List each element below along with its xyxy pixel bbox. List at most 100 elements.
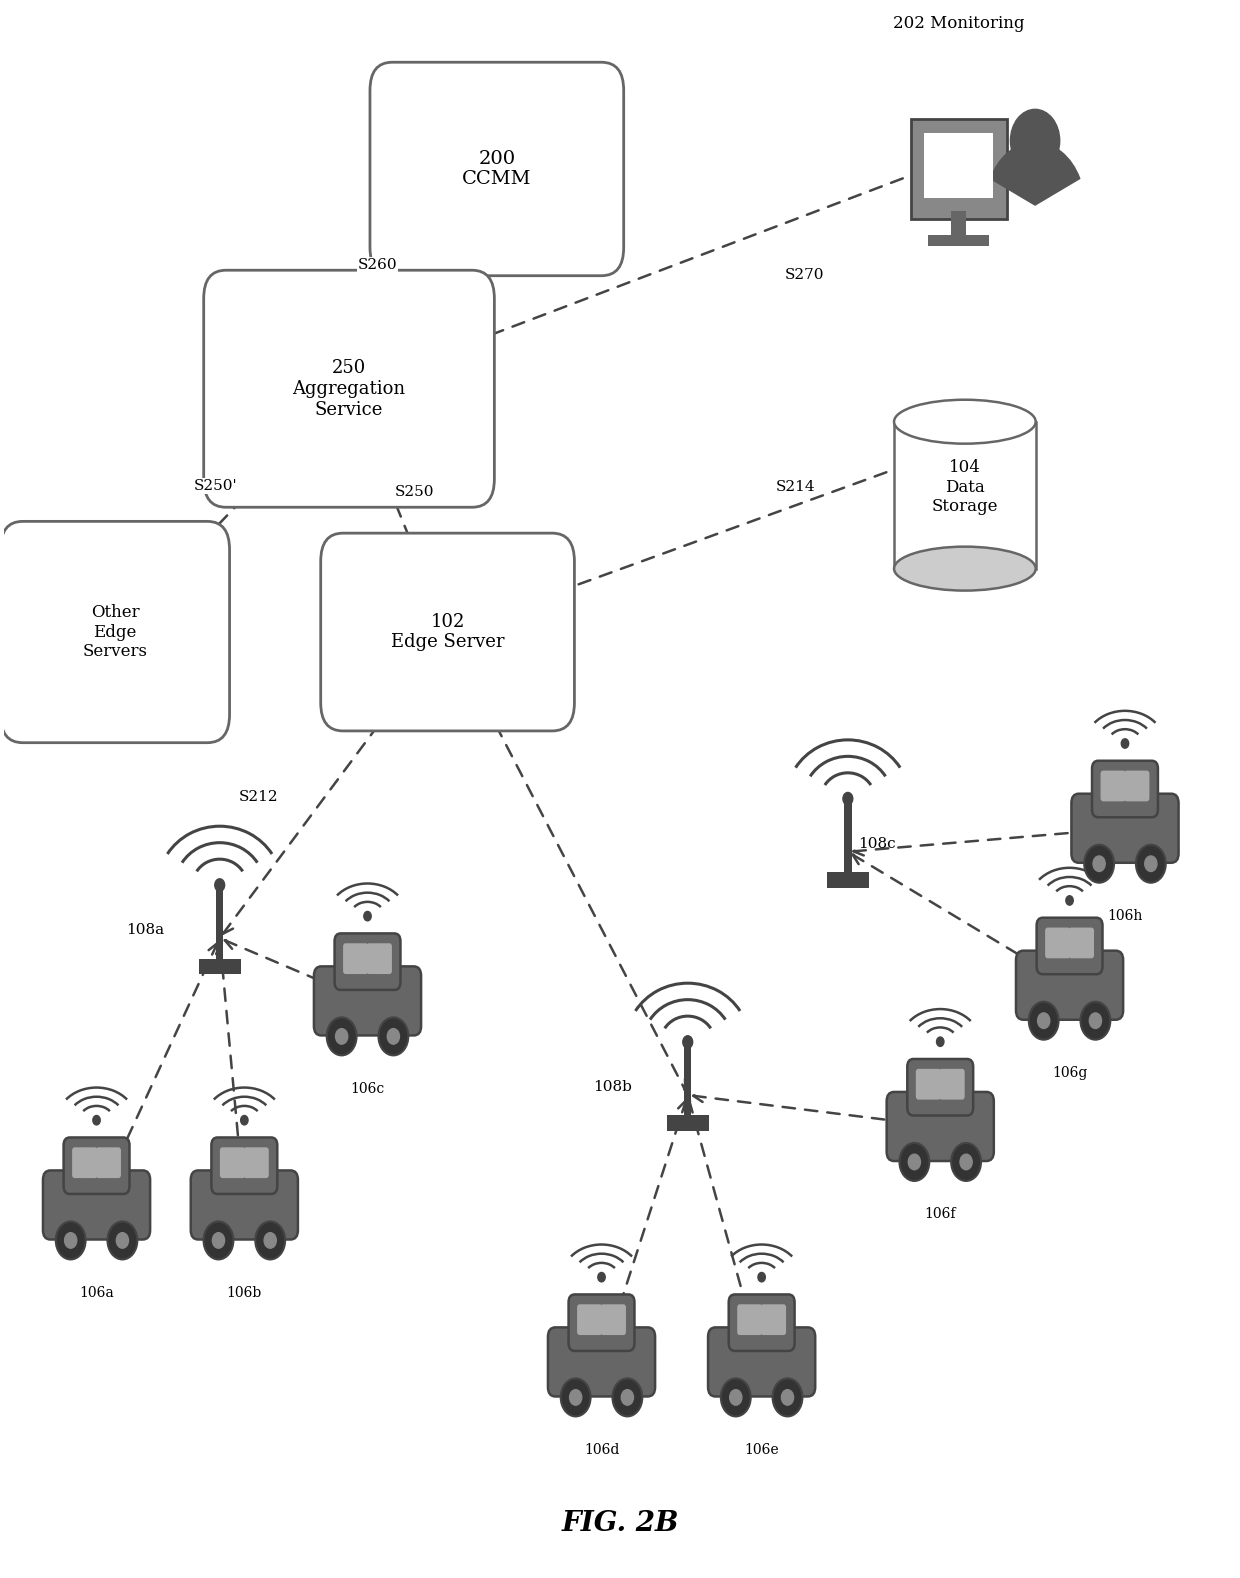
FancyBboxPatch shape: [1069, 928, 1094, 958]
FancyBboxPatch shape: [916, 1068, 941, 1100]
Circle shape: [1092, 855, 1105, 871]
FancyBboxPatch shape: [924, 133, 993, 199]
FancyBboxPatch shape: [1092, 761, 1158, 817]
Text: 108c: 108c: [858, 836, 895, 851]
Circle shape: [117, 1232, 129, 1248]
FancyBboxPatch shape: [910, 118, 1007, 219]
FancyBboxPatch shape: [43, 1171, 150, 1239]
Circle shape: [899, 1142, 929, 1180]
FancyBboxPatch shape: [314, 966, 422, 1035]
FancyBboxPatch shape: [729, 1294, 795, 1351]
Circle shape: [951, 1142, 981, 1180]
Bar: [928, 235, 990, 246]
Bar: [827, 873, 869, 888]
Text: 106c: 106c: [351, 1083, 384, 1095]
FancyBboxPatch shape: [211, 1138, 278, 1195]
Circle shape: [255, 1221, 285, 1259]
Circle shape: [683, 1035, 693, 1048]
FancyBboxPatch shape: [0, 521, 229, 743]
FancyBboxPatch shape: [761, 1305, 786, 1335]
FancyBboxPatch shape: [72, 1147, 98, 1179]
Circle shape: [241, 1116, 248, 1125]
FancyBboxPatch shape: [1037, 918, 1102, 974]
Circle shape: [56, 1221, 86, 1259]
Text: 106e: 106e: [744, 1442, 779, 1456]
Bar: [951, 211, 966, 243]
Ellipse shape: [894, 546, 1035, 590]
Circle shape: [1089, 1013, 1101, 1029]
FancyBboxPatch shape: [243, 1147, 269, 1179]
FancyBboxPatch shape: [321, 533, 574, 731]
Text: 202 Monitoring: 202 Monitoring: [893, 16, 1024, 33]
Text: 106g: 106g: [1052, 1067, 1087, 1081]
Circle shape: [560, 1379, 590, 1417]
Circle shape: [93, 1116, 100, 1125]
FancyBboxPatch shape: [600, 1305, 626, 1335]
Circle shape: [758, 1272, 765, 1281]
Bar: [844, 803, 852, 873]
Bar: [198, 958, 241, 974]
FancyBboxPatch shape: [548, 1327, 655, 1397]
Circle shape: [936, 1037, 944, 1046]
FancyBboxPatch shape: [887, 1092, 993, 1161]
Text: S250': S250': [195, 480, 238, 492]
Text: 108b: 108b: [594, 1079, 632, 1094]
Circle shape: [960, 1154, 972, 1169]
Circle shape: [843, 792, 853, 805]
Text: S212: S212: [238, 791, 278, 803]
Text: 250
Aggregation
Service: 250 Aggregation Service: [293, 358, 405, 418]
Bar: [894, 421, 1035, 568]
Circle shape: [720, 1379, 750, 1417]
Circle shape: [1136, 844, 1166, 882]
Circle shape: [773, 1379, 802, 1417]
Ellipse shape: [894, 399, 1035, 443]
Circle shape: [1084, 844, 1114, 882]
Text: S214: S214: [776, 480, 816, 494]
Text: S260: S260: [358, 259, 398, 271]
Circle shape: [908, 1154, 920, 1169]
FancyBboxPatch shape: [370, 62, 624, 276]
Circle shape: [1011, 109, 1060, 172]
Text: S250: S250: [394, 484, 434, 499]
Circle shape: [336, 1029, 347, 1045]
FancyBboxPatch shape: [577, 1305, 603, 1335]
FancyBboxPatch shape: [908, 1059, 973, 1116]
FancyBboxPatch shape: [569, 1294, 635, 1351]
FancyBboxPatch shape: [367, 944, 392, 974]
Text: S270: S270: [785, 268, 825, 282]
Circle shape: [387, 1029, 399, 1045]
Bar: [667, 1116, 709, 1131]
FancyBboxPatch shape: [219, 1147, 246, 1179]
Circle shape: [264, 1232, 277, 1248]
FancyBboxPatch shape: [203, 270, 495, 507]
Text: 106a: 106a: [79, 1286, 114, 1300]
Circle shape: [1066, 896, 1074, 906]
Text: 104
Data
Storage: 104 Data Storage: [931, 459, 998, 516]
Circle shape: [327, 1018, 357, 1056]
Circle shape: [108, 1221, 138, 1259]
Circle shape: [1038, 1013, 1050, 1029]
Text: 108a: 108a: [126, 923, 164, 937]
Text: 106b: 106b: [227, 1286, 262, 1300]
FancyBboxPatch shape: [1045, 928, 1070, 958]
FancyBboxPatch shape: [940, 1068, 965, 1100]
FancyBboxPatch shape: [1016, 950, 1123, 1019]
Circle shape: [363, 912, 371, 922]
FancyBboxPatch shape: [738, 1305, 763, 1335]
Circle shape: [1029, 1002, 1059, 1040]
Circle shape: [64, 1232, 77, 1248]
FancyBboxPatch shape: [708, 1327, 815, 1397]
Text: Other
Edge
Servers: Other Edge Servers: [83, 604, 148, 660]
FancyBboxPatch shape: [1101, 770, 1126, 802]
FancyBboxPatch shape: [335, 934, 401, 989]
Circle shape: [1145, 855, 1157, 871]
Text: 106f: 106f: [925, 1207, 956, 1221]
Wedge shape: [991, 142, 1080, 205]
Bar: [216, 888, 223, 958]
Circle shape: [781, 1390, 794, 1404]
Circle shape: [569, 1390, 582, 1404]
Circle shape: [1080, 1002, 1110, 1040]
FancyBboxPatch shape: [343, 944, 368, 974]
Circle shape: [729, 1390, 742, 1404]
Text: 200
CCMM: 200 CCMM: [463, 150, 532, 188]
